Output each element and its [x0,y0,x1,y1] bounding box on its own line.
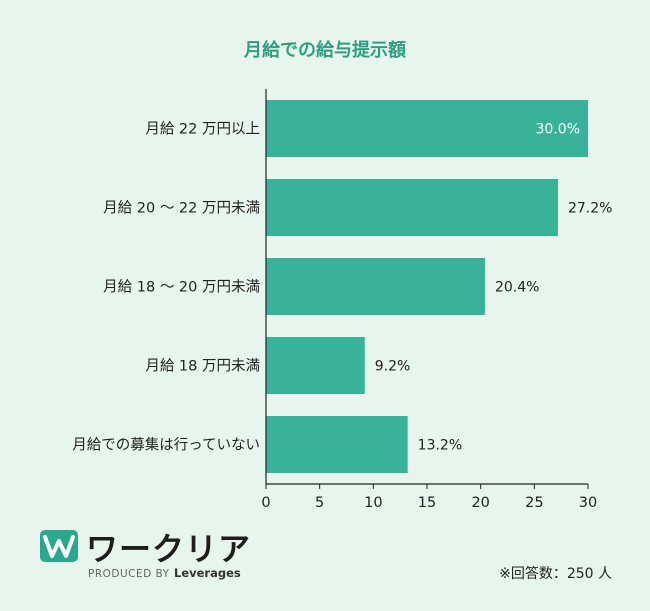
category-label: 月給 18 万円未満 [145,358,260,375]
category-label: 月給 20 ～ 22 万円未満 [103,200,260,217]
data-label: 30.0% [536,122,580,138]
data-label: 13.2% [418,438,462,454]
chart-title: 月給での給与提示額 [243,39,406,61]
brand-company: Leverages [174,566,241,580]
bar [266,100,588,157]
brand-logo: ワークリア PRODUCED BY Leverages [40,530,251,580]
category-label: 月給での募集は行っていない [72,437,260,454]
plot-area: 月給 22 万円以上 30.0% 月給 20 ～ 22 万円未満 27.2% 月給 18… [72,89,612,511]
data-label: 27.2% [568,201,612,217]
brand-produced-by: PRODUCED BY [88,568,170,580]
category-label: 月給 22 万円以上 [145,121,260,138]
x-tick-label: 30 [579,495,597,511]
bar [266,337,365,394]
x-tick-label: 25 [525,495,543,511]
w-logo-icon [40,530,78,562]
x-tick-label: 0 [261,495,270,511]
bar [266,258,485,315]
respondent-count-note: ※回答数：250 人 [499,565,612,582]
brand-name: ワークリア [86,530,251,568]
category-label: 月給 18 ～ 20 万円未満 [103,279,260,296]
bar [266,416,408,473]
x-tick-label: 10 [364,495,382,511]
data-label: 9.2% [375,359,411,375]
x-tick-label: 20 [471,495,489,511]
x-tick-label: 5 [315,495,324,511]
bar [266,179,558,236]
data-label: 20.4% [495,280,539,296]
x-tick-label: 15 [418,495,436,511]
